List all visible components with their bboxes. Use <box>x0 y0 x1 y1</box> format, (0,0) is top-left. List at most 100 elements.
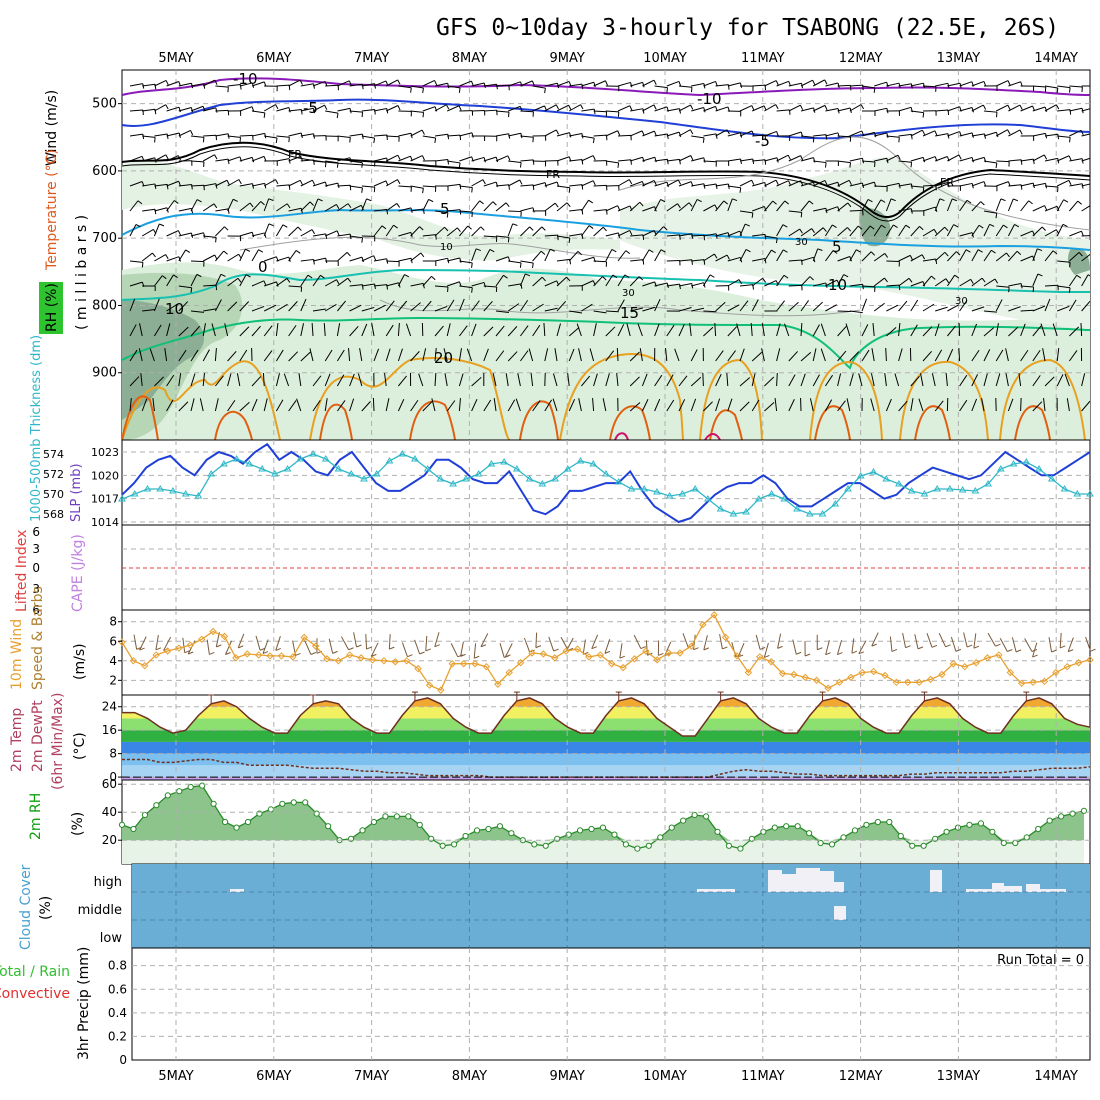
wind-barb <box>1044 133 1058 137</box>
wind10-barb-flag <box>858 651 865 655</box>
wind-barb <box>727 326 738 337</box>
wind10-point <box>767 658 775 666</box>
wind-barb <box>495 350 505 362</box>
thickness-point <box>653 488 661 495</box>
wind-barb <box>215 158 229 162</box>
wind-barb <box>569 310 583 314</box>
wind-barb <box>251 398 258 412</box>
precip-tick-label: 0.8 <box>108 959 127 973</box>
wind-barb <box>739 284 753 287</box>
wind-barb <box>776 109 790 112</box>
wind-barb <box>458 373 464 387</box>
wind-barb <box>703 105 716 112</box>
wind-barb <box>532 303 544 312</box>
wind-barb <box>348 348 351 362</box>
thickness-point <box>818 510 827 517</box>
wind10-point <box>1006 668 1014 677</box>
label-wind10: 10m Wind <box>9 619 25 690</box>
wind-barb-flag <box>428 198 434 203</box>
wind-barb-flag <box>921 129 926 135</box>
wind-barb-flag <box>934 130 938 136</box>
wind10-barb <box>719 634 723 650</box>
wind10-barb <box>460 641 464 657</box>
wind-barb <box>837 160 851 164</box>
bottom-date-label: 6MAY <box>256 1069 291 1084</box>
wind10-barb-flag <box>1007 649 1013 652</box>
wind-barb-flag <box>456 227 461 233</box>
wind-barb-flag <box>223 250 228 255</box>
wind-barb <box>617 299 625 312</box>
wind-barb <box>983 249 992 262</box>
wind10-barb <box>836 640 843 655</box>
wind10-barb <box>604 639 611 654</box>
wind-barb-flag <box>1076 274 1082 279</box>
label-fr-b: FR <box>546 168 560 181</box>
wind-barb <box>544 129 557 137</box>
wind-barb-flag <box>832 250 838 254</box>
thickness-point <box>793 505 801 512</box>
wind10-point <box>175 644 183 652</box>
wind-barb <box>1008 306 1021 312</box>
wind-barb <box>764 80 777 87</box>
bottom-date-label: 8MAY <box>452 1069 487 1084</box>
rh-point <box>909 842 916 849</box>
bottom-date-label: 14MAY <box>1034 1069 1078 1084</box>
cloud-tick-low: low <box>100 931 123 946</box>
wind-barb-flag <box>849 162 851 168</box>
wind-barb-flag <box>995 213 998 219</box>
wind-barb <box>227 373 232 387</box>
wind-barb <box>227 179 240 187</box>
wind-barb <box>154 79 167 87</box>
wind-barb <box>813 282 826 287</box>
cloud-gap-2 <box>697 889 735 892</box>
wind-barb <box>629 276 640 287</box>
thickness-point <box>895 480 903 487</box>
wind-barb <box>154 376 165 387</box>
wind-barb <box>446 323 451 337</box>
wind-barb <box>1044 229 1057 237</box>
wind-barb-flag <box>825 162 827 168</box>
wind-barb-flag <box>190 287 193 293</box>
wind-barb <box>519 299 529 312</box>
wind-barb-flag <box>922 281 926 287</box>
wind-barb-flag <box>336 230 340 236</box>
thickness-point <box>474 470 483 477</box>
wind-barb-flag <box>1092 253 1095 257</box>
wind-barb <box>203 107 216 112</box>
wind-barb-flag <box>299 79 303 85</box>
wind-barb <box>898 83 912 87</box>
wind-barb <box>309 348 314 362</box>
wind-barb-flag <box>507 155 511 161</box>
wind-barb <box>934 226 946 237</box>
wind10-point <box>437 686 445 694</box>
wind-barb <box>276 203 288 212</box>
wind-barb-flag <box>1006 252 1010 258</box>
wind-barb-flag <box>475 248 481 252</box>
cloud-fill <box>132 864 1090 948</box>
wind-barb-flag <box>348 80 352 86</box>
wind-barb <box>995 299 1003 312</box>
wind10-barb <box>633 634 642 649</box>
wind-barb-flag <box>732 198 738 202</box>
wind-barb <box>935 133 949 137</box>
wind-barb-flag <box>419 226 424 231</box>
wind-barb-flag <box>763 206 767 212</box>
wind10-point <box>904 678 912 687</box>
wind-barb <box>1008 326 1019 337</box>
wind-barb <box>227 199 234 212</box>
wind-barb-flag <box>978 224 984 229</box>
wind-barb-flag <box>984 133 986 139</box>
wind-barb-flag <box>532 262 534 268</box>
rh-point <box>153 802 160 809</box>
rh-point <box>508 830 515 837</box>
wind-barb <box>1069 158 1083 162</box>
wind-barb <box>153 223 160 237</box>
thickness-point <box>563 465 572 472</box>
wind-barb <box>703 310 717 313</box>
wind-barb <box>405 323 412 337</box>
label-precip3hr: 3hr Precip (mm) <box>76 947 92 1060</box>
wind-barb <box>764 235 778 239</box>
wind-barb <box>129 109 144 112</box>
